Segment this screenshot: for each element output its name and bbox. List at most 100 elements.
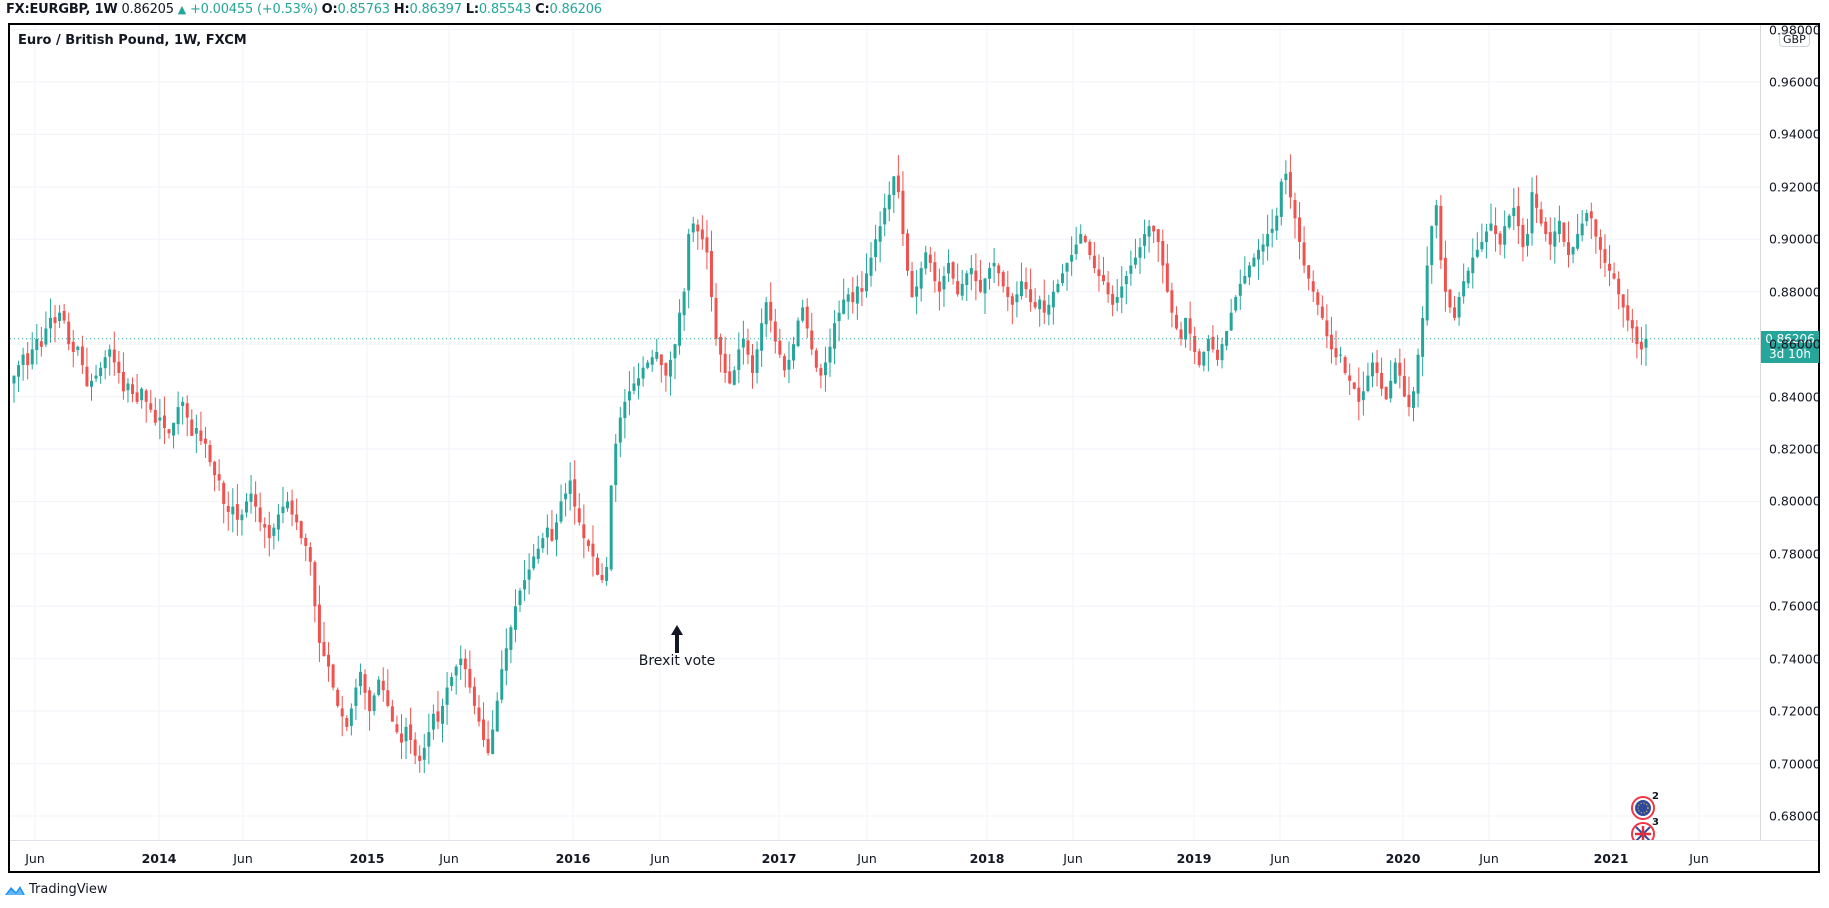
candle	[878, 211, 882, 263]
candle	[655, 338, 659, 362]
candle	[1380, 357, 1384, 396]
candle	[1402, 358, 1406, 398]
candle	[582, 504, 586, 559]
candle	[1553, 217, 1557, 264]
eu-event-badge[interactable]: 2	[1630, 791, 1659, 821]
candle	[554, 513, 558, 557]
currency-button[interactable]: GBP	[1779, 32, 1810, 47]
price-tick-label: 0.90000	[1769, 231, 1821, 247]
candle	[35, 324, 39, 365]
candle	[969, 255, 973, 291]
price-tick-label: 0.78000	[1769, 546, 1821, 562]
candle	[805, 298, 809, 339]
candle	[372, 692, 376, 716]
candle	[896, 155, 900, 199]
candle	[203, 426, 207, 459]
candle	[1311, 270, 1315, 302]
candle	[1416, 348, 1420, 408]
candle	[80, 335, 84, 374]
candle	[905, 229, 909, 276]
tradingview-brand[interactable]: TradingView	[4, 882, 108, 897]
candle	[1425, 246, 1429, 326]
candle	[796, 317, 800, 348]
high-label: H:	[393, 2, 410, 17]
candle	[1138, 237, 1142, 274]
candle	[1489, 203, 1493, 232]
candle	[1092, 242, 1096, 274]
candle	[44, 311, 48, 348]
candle	[988, 262, 992, 290]
candle	[368, 687, 372, 731]
price-axis[interactable]: GBP 0.86206 3d 10h 0.98000 0.96000 0.94000…	[1760, 22, 1821, 840]
candle	[1448, 288, 1452, 314]
candle	[1389, 360, 1393, 403]
candle	[1279, 178, 1283, 226]
candle	[778, 328, 782, 359]
time-tick-label: Jun	[1689, 851, 1709, 866]
candle	[764, 296, 768, 338]
candle	[108, 344, 112, 376]
candle	[140, 387, 144, 409]
candle	[217, 459, 221, 491]
candle	[1215, 335, 1219, 366]
candle	[1010, 292, 1014, 325]
candle	[1571, 246, 1575, 264]
close-label: C:	[535, 2, 550, 17]
candle	[482, 702, 486, 748]
candle	[1042, 279, 1046, 325]
time-axis[interactable]: Jun 2014 Jun 2015 Jun 2016 Jun 2017 Jun 2018 Jun 20…	[10, 840, 1818, 872]
candle	[1471, 238, 1475, 289]
candle	[153, 397, 157, 426]
candle	[258, 492, 262, 532]
candle	[1161, 229, 1165, 284]
candle	[58, 304, 62, 329]
candlestick-chart[interactable]	[10, 25, 1760, 840]
price-tick-label: 0.70000	[1769, 756, 1821, 772]
candle	[1047, 294, 1051, 326]
candle	[1617, 271, 1621, 310]
candle	[869, 242, 873, 287]
candle	[1430, 225, 1434, 284]
price-tick-label: 0.74000	[1769, 651, 1821, 667]
uk-event-badge[interactable]: 3	[1630, 817, 1659, 840]
candle	[135, 374, 139, 405]
candle	[1484, 223, 1488, 259]
candle	[431, 704, 435, 740]
eu-flag-icon	[1631, 796, 1655, 820]
candle	[1143, 219, 1147, 259]
price-tick-label: 0.82000	[1769, 441, 1821, 457]
open-value: 0.85763	[337, 2, 390, 17]
candle	[842, 278, 846, 315]
candle	[1644, 324, 1648, 366]
candle	[1165, 244, 1169, 293]
candle	[1307, 265, 1311, 291]
candle	[1521, 218, 1525, 262]
candle	[755, 341, 759, 384]
candle	[336, 687, 340, 708]
candle	[573, 460, 577, 525]
candle	[112, 331, 116, 376]
price-change: +0.00455 (+0.53%)	[189, 2, 318, 17]
time-tick-label: Jun	[650, 851, 670, 866]
candle	[1621, 294, 1625, 328]
candle	[244, 493, 248, 518]
event-badges[interactable]: 2 3	[1630, 791, 1659, 840]
candle	[1343, 355, 1347, 376]
candle	[709, 230, 713, 312]
candle	[103, 350, 107, 380]
candle	[17, 360, 21, 393]
candle	[696, 219, 700, 250]
time-tick-label: Jun	[1063, 851, 1083, 866]
price-plot-area[interactable]: Euro / British Pound, 1W, FXCM Brexit vo…	[10, 25, 1760, 840]
candle	[673, 343, 677, 380]
candle	[523, 560, 527, 601]
candle	[53, 305, 57, 343]
candle	[450, 672, 454, 692]
candle	[213, 460, 217, 492]
price-tick-label: 0.92000	[1769, 179, 1821, 195]
candle	[477, 695, 481, 727]
candle	[1498, 231, 1502, 256]
candle	[1539, 201, 1543, 227]
candle	[623, 388, 627, 439]
candle	[1466, 267, 1470, 289]
